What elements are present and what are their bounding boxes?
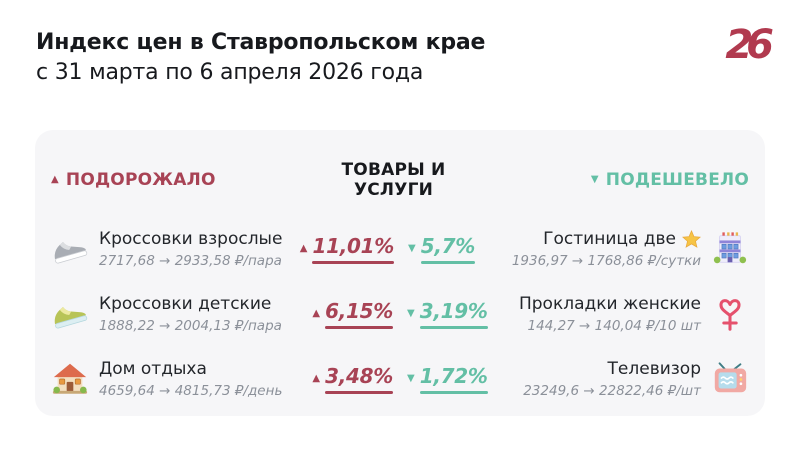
page-title: Индекс цен в Ставропольском крае bbox=[36, 30, 486, 55]
item-feminine-pads: Прокладки женские 144,27 → 140,04 ₽/10 ш… bbox=[481, 293, 749, 335]
triangle-down-icon: ▼ bbox=[590, 174, 599, 185]
percent-down: ▼ 5,7% bbox=[408, 234, 481, 265]
percent-cell: ▲ 11,01% ▼ 5,7% bbox=[300, 233, 481, 265]
percent-up-value: 11,01% bbox=[312, 233, 394, 258]
percent-up: ▲ 3,48% bbox=[306, 364, 393, 395]
underline-down bbox=[420, 260, 475, 265]
price-rows: Кроссовки взрослые 2717,68 → 2933,58 ₽/п… bbox=[51, 224, 749, 404]
item-adult-sneakers: Кроссовки взрослые 2717,68 → 2933,58 ₽/п… bbox=[51, 228, 306, 270]
percent-down: ▼ 1,72% bbox=[407, 364, 488, 395]
percent-up-value: 3,48% bbox=[325, 363, 393, 388]
percent-cell: ▲ 3,48% ▼ 1,72% bbox=[306, 364, 488, 395]
page-subtitle: с 31 марта по 6 апреля 2026 года bbox=[36, 60, 424, 85]
star-icon bbox=[682, 229, 701, 248]
decreased-label: ПОДЕШЕВЕЛО bbox=[605, 170, 749, 190]
triangle-up-icon: ▲ bbox=[312, 308, 321, 319]
underline-up bbox=[325, 390, 393, 395]
table-row: Кроссовки взрослые 2717,68 → 2933,58 ₽/п… bbox=[51, 224, 749, 274]
item-name: Кроссовки детские bbox=[99, 294, 272, 314]
item-name: Телевизор bbox=[607, 359, 701, 379]
item-name: Дом отдыха bbox=[99, 359, 207, 379]
triangle-up-icon: ▲ bbox=[312, 373, 321, 384]
item-name: Гостиница две bbox=[543, 229, 676, 249]
triangle-down-icon: ▼ bbox=[407, 373, 415, 384]
female-sign-icon bbox=[719, 299, 741, 331]
hotel-icon bbox=[713, 232, 747, 264]
triangle-up-icon: ▲ bbox=[299, 243, 308, 254]
sneaker-adult-icon bbox=[54, 241, 88, 264]
item-price-change: 2717,68 → 2933,58 ₽/пара bbox=[99, 253, 282, 269]
item-name: Прокладки женские bbox=[518, 294, 701, 314]
item-price-change: 23249,6 → 22822,46 ₽/шт bbox=[523, 383, 701, 399]
table-row: Кроссовки детские 1888,22 → 2004,13 ₽/па… bbox=[51, 289, 749, 339]
percent-up: ▲ 11,01% bbox=[300, 233, 394, 265]
underline-up bbox=[325, 325, 393, 330]
item-price-change: 144,27 → 140,04 ₽/10 шт bbox=[527, 318, 701, 334]
percent-down-value: 3,19% bbox=[419, 298, 488, 323]
percent-down-value: 5,7% bbox=[420, 233, 476, 258]
column-headers: ▲ ПОДОРОЖАЛО ТОВАРЫ И УСЛУГИ ▼ ПОДЕШЕВЕЛ… bbox=[51, 160, 749, 200]
decreased-column-header: ▼ ПОДЕШЕВЕЛО bbox=[481, 170, 749, 190]
price-board-card: ▲ ПОДОРОЖАЛО ТОВАРЫ И УСЛУГИ ▼ ПОДЕШЕВЕЛ… bbox=[35, 130, 765, 416]
increased-label: ПОДОРОЖАЛО bbox=[65, 170, 216, 190]
underline-up bbox=[312, 260, 394, 265]
percent-down: ▼ 3,19% bbox=[407, 299, 488, 330]
brand-logo: 26 bbox=[725, 22, 774, 68]
percent-cell: ▲ 6,15% ▼ 3,19% bbox=[306, 299, 488, 330]
tv-icon bbox=[714, 362, 747, 393]
sneaker-kids-icon bbox=[54, 306, 88, 329]
percent-down-value: 1,72% bbox=[419, 363, 488, 388]
item-kids-sneakers: Кроссовки детские 1888,22 → 2004,13 ₽/па… bbox=[51, 293, 306, 335]
increased-column-header: ▲ ПОДОРОЖАЛО bbox=[51, 170, 306, 190]
page-header: Индекс цен в Ставропольском крае с 31 ма… bbox=[36, 28, 485, 88]
underline-down bbox=[419, 390, 488, 395]
item-tv: Телевизор 23249,6 → 22822,46 ₽/шт bbox=[481, 358, 749, 400]
percent-up-value: 6,15% bbox=[325, 298, 393, 323]
goods-services-header: ТОВАРЫ И УСЛУГИ bbox=[341, 160, 446, 200]
item-holiday-house: Дом отдыха 4659,64 → 4815,73 ₽/день bbox=[51, 358, 306, 400]
percent-up: ▲ 6,15% bbox=[306, 299, 393, 330]
item-price-change: 4659,64 → 4815,73 ₽/день bbox=[99, 383, 283, 399]
item-name: Кроссовки взрослые bbox=[99, 229, 283, 249]
underline-down bbox=[419, 325, 488, 330]
table-row: Дом отдыха 4659,64 → 4815,73 ₽/день ▲ 3,… bbox=[51, 354, 749, 404]
triangle-up-icon: ▲ bbox=[51, 174, 59, 185]
item-price-change: 1936,97 → 1768,86 ₽/сутки bbox=[511, 253, 701, 269]
holiday-house-icon bbox=[52, 363, 88, 394]
item-hotel: Гостиница две 1936,97 → 1768,86 ₽/сутки bbox=[481, 228, 749, 270]
triangle-down-icon: ▼ bbox=[408, 243, 416, 254]
triangle-down-icon: ▼ bbox=[407, 308, 415, 319]
item-price-change: 1888,22 → 2004,13 ₽/пара bbox=[99, 318, 282, 334]
